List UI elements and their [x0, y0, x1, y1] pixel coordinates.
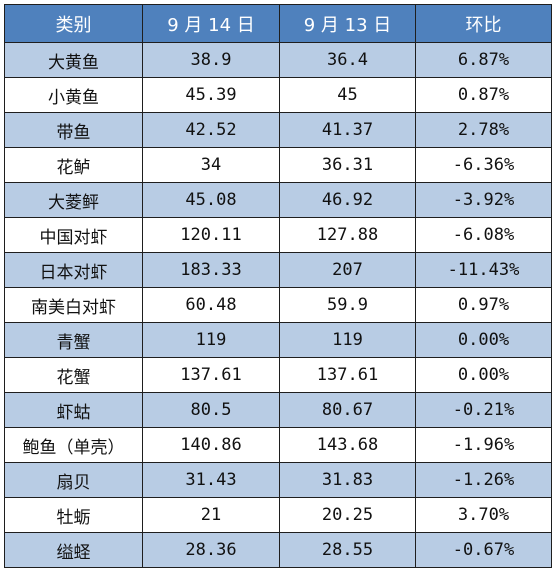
change-cell: 6.87% — [415, 42, 552, 78]
header-category: 类别 — [4, 4, 143, 43]
sep13-value-cell: 127.88 — [279, 217, 416, 253]
table-row: 中国对虾 120.11 127.88 -6.08% — [4, 217, 552, 253]
change-cell: 3.70% — [415, 497, 552, 533]
table-body: 大黄鱼 38.9 36.4 6.87% 小黄鱼 45.39 45 0.87% 带鱼 42.52 41… — [4, 42, 552, 568]
header-sep-13: 9 月 13 日 — [279, 4, 416, 43]
sep13-value-cell: 36.31 — [279, 147, 416, 183]
change-cell: -1.96% — [415, 427, 552, 463]
table-row: 扇贝 31.43 31.83 -1.26% — [4, 462, 552, 498]
change-cell: -0.67% — [415, 532, 552, 568]
sep13-value-cell: 137.61 — [279, 357, 416, 393]
table-row: 带鱼 42.52 41.37 2.78% — [4, 112, 552, 148]
sep13-value-cell: 41.37 — [279, 112, 416, 148]
table-row: 虾蛄 80.5 80.67 -0.21% — [4, 392, 552, 428]
change-cell: -6.08% — [415, 217, 552, 253]
price-table: 类别 9 月 14 日 9 月 13 日 环比 大黄鱼 38.9 36.4 6.87%… — [4, 4, 552, 568]
category-cell: 鲍鱼（单壳） — [4, 427, 143, 463]
sep13-value-cell: 207 — [279, 252, 416, 288]
change-cell: -6.36% — [415, 147, 552, 183]
sep13-value-cell: 31.83 — [279, 462, 416, 498]
header-sep-14: 9 月 14 日 — [142, 4, 280, 43]
sep14-value-cell: 140.86 — [142, 427, 280, 463]
category-cell: 缢蛏 — [4, 532, 143, 568]
sep13-value-cell: 36.4 — [279, 42, 416, 78]
category-cell: 大菱鲆 — [4, 182, 143, 218]
category-cell: 南美白对虾 — [4, 287, 143, 323]
table-row: 鲍鱼（单壳） 140.86 143.68 -1.96% — [4, 427, 552, 463]
sep14-value-cell: 34 — [142, 147, 280, 183]
sep14-value-cell: 137.61 — [142, 357, 280, 393]
table-row: 花鲈 34 36.31 -6.36% — [4, 147, 552, 183]
change-cell: 2.78% — [415, 112, 552, 148]
sep14-value-cell: 119 — [142, 322, 280, 358]
change-cell: -11.43% — [415, 252, 552, 288]
change-cell: -0.21% — [415, 392, 552, 428]
table-row: 日本对虾 183.33 207 -11.43% — [4, 252, 552, 288]
category-cell: 带鱼 — [4, 112, 143, 148]
sep14-value-cell: 31.43 — [142, 462, 280, 498]
sep13-value-cell: 59.9 — [279, 287, 416, 323]
category-cell: 中国对虾 — [4, 217, 143, 253]
table-row: 小黄鱼 45.39 45 0.87% — [4, 77, 552, 113]
table-row: 南美白对虾 60.48 59.9 0.97% — [4, 287, 552, 323]
sep14-value-cell: 42.52 — [142, 112, 280, 148]
sep13-value-cell: 45 — [279, 77, 416, 113]
sep13-value-cell: 46.92 — [279, 182, 416, 218]
change-cell: 0.87% — [415, 77, 552, 113]
change-cell: -3.92% — [415, 182, 552, 218]
table-row: 缢蛏 28.36 28.55 -0.67% — [4, 532, 552, 568]
category-cell: 虾蛄 — [4, 392, 143, 428]
table-row: 大黄鱼 38.9 36.4 6.87% — [4, 42, 552, 78]
category-cell: 大黄鱼 — [4, 42, 143, 78]
category-cell: 小黄鱼 — [4, 77, 143, 113]
table-row: 青蟹 119 119 0.00% — [4, 322, 552, 358]
category-cell: 花鲈 — [4, 147, 143, 183]
change-cell: -1.26% — [415, 462, 552, 498]
sep14-value-cell: 60.48 — [142, 287, 280, 323]
header-row: 类别 9 月 14 日 9 月 13 日 环比 — [4, 4, 552, 43]
sep14-value-cell: 183.33 — [142, 252, 280, 288]
category-cell: 青蟹 — [4, 322, 143, 358]
sep13-value-cell: 28.55 — [279, 532, 416, 568]
category-cell: 日本对虾 — [4, 252, 143, 288]
change-cell: 0.00% — [415, 357, 552, 393]
category-cell: 扇贝 — [4, 462, 143, 498]
sep13-value-cell: 143.68 — [279, 427, 416, 463]
change-cell: 0.00% — [415, 322, 552, 358]
sep13-value-cell: 80.67 — [279, 392, 416, 428]
table-row: 牡蛎 21 20.25 3.70% — [4, 497, 552, 533]
sep14-value-cell: 120.11 — [142, 217, 280, 253]
change-cell: 0.97% — [415, 287, 552, 323]
sep14-value-cell: 38.9 — [142, 42, 280, 78]
sep14-value-cell: 45.39 — [142, 77, 280, 113]
sep13-value-cell: 20.25 — [279, 497, 416, 533]
header-change: 环比 — [415, 4, 552, 43]
category-cell: 牡蛎 — [4, 497, 143, 533]
sep14-value-cell: 80.5 — [142, 392, 280, 428]
table-row: 大菱鲆 45.08 46.92 -3.92% — [4, 182, 552, 218]
sep14-value-cell: 45.08 — [142, 182, 280, 218]
table-row: 花蟹 137.61 137.61 0.00% — [4, 357, 552, 393]
sep13-value-cell: 119 — [279, 322, 416, 358]
sep14-value-cell: 21 — [142, 497, 280, 533]
category-cell: 花蟹 — [4, 357, 143, 393]
sep14-value-cell: 28.36 — [142, 532, 280, 568]
